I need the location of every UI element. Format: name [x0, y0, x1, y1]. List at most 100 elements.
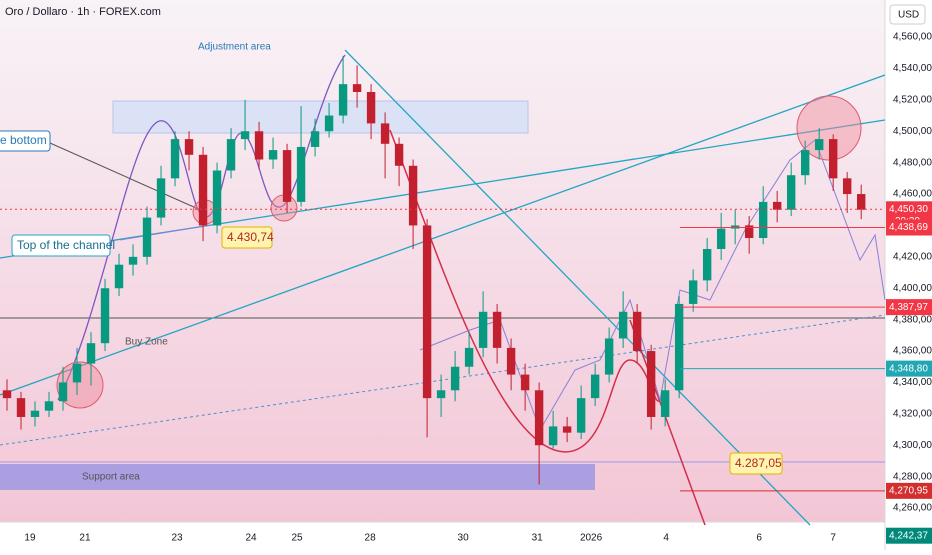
- candle-body: [576, 398, 586, 433]
- y-tick-label: 4,420,00: [893, 251, 932, 262]
- candle-body: [156, 178, 166, 218]
- candle-body: [828, 139, 838, 179]
- candle-body: [814, 139, 824, 151]
- candle-body: [114, 264, 124, 289]
- candle-body: [100, 288, 110, 344]
- y-tick-label: 4,360,00: [893, 346, 932, 357]
- pointer: [49, 142, 206, 213]
- candle-body: [310, 131, 320, 147]
- y-tick-label: 4,520,00: [893, 94, 932, 105]
- annotation: Support area: [82, 472, 140, 483]
- candle-body: [240, 131, 250, 140]
- candle-body: [212, 170, 222, 226]
- x-tick-label: 21: [79, 533, 91, 544]
- candle-body: [506, 347, 516, 375]
- candle-body: [772, 201, 782, 210]
- currency[interactable]: USD: [898, 10, 919, 21]
- candle-body: [366, 91, 376, 124]
- price-label-box: [886, 299, 932, 316]
- candle-body: [534, 390, 544, 446]
- x-tick-label: 2026: [580, 533, 603, 544]
- candle-body: [296, 146, 306, 202]
- candle-body: [436, 390, 446, 399]
- annotation: 4.430,74: [227, 230, 274, 244]
- candle-body: [450, 366, 460, 391]
- price-label: 4,270,95: [889, 485, 928, 496]
- candle-body: [394, 143, 404, 166]
- x-tick-label: 19: [24, 533, 36, 544]
- candle-body: [842, 178, 852, 195]
- candle-body: [184, 139, 194, 155]
- annotation: 4.287,05: [735, 456, 782, 470]
- candle-body: [702, 248, 712, 281]
- candle-body: [268, 150, 278, 160]
- candle-body: [44, 401, 54, 411]
- projection: [119, 224, 211, 241]
- candle-body: [170, 139, 180, 179]
- candle-body: [618, 311, 628, 339]
- candle-body: [604, 338, 614, 375]
- candle-body: [716, 228, 726, 249]
- projection: [419, 139, 886, 432]
- y-tick-label: 4,280,00: [893, 471, 932, 482]
- candle-body: [646, 351, 656, 417]
- y-tick-label: 4,300,00: [893, 440, 932, 451]
- annotation-box: [11, 234, 111, 257]
- x-tick-label: 23: [171, 533, 183, 544]
- x-tick-label: 7: [830, 533, 836, 544]
- candle-body: [86, 343, 96, 364]
- candle-body: [226, 139, 236, 171]
- price-label: 4,242,37: [889, 530, 928, 541]
- candle-body: [786, 175, 796, 210]
- price-label: 4,348,80: [889, 363, 928, 374]
- annotation: Top of the channel: [17, 238, 115, 252]
- candle-body: [688, 280, 698, 304]
- candle-body: [380, 123, 390, 144]
- annotation-box: [0, 130, 51, 152]
- trend-line: [0, 74, 886, 396]
- trend-line: [0, 314, 886, 446]
- y-tick-label: 4,400,00: [893, 283, 932, 294]
- curve: [389, 129, 663, 453]
- candle-body: [800, 150, 810, 176]
- candle-body: [72, 363, 82, 383]
- candle-body: [30, 410, 40, 417]
- candle-body: [338, 84, 348, 116]
- y-tick-label: 4,540,00: [893, 63, 932, 74]
- candle-body: [520, 374, 530, 391]
- annotation: Buy Zone: [125, 337, 168, 348]
- x-tick-label: 31: [532, 533, 544, 544]
- candle-body: [2, 390, 12, 399]
- candle-body: [254, 131, 264, 160]
- candle-body: [128, 256, 138, 265]
- candle-body: [562, 426, 572, 433]
- candle-body: [632, 311, 642, 352]
- candle-body: [422, 225, 432, 399]
- price-label: 4,438,69: [889, 222, 928, 233]
- candle-body: [408, 165, 418, 226]
- candle-body: [282, 150, 292, 202]
- currency-button[interactable]: [889, 4, 926, 25]
- x-tick-label: 24: [246, 533, 258, 544]
- candle-body: [660, 390, 670, 417]
- candle-body: [856, 194, 866, 210]
- annotation-box: [729, 452, 783, 475]
- annotation: Adjustment area: [198, 42, 271, 53]
- candle-body: [590, 374, 600, 399]
- candle-body: [352, 84, 362, 92]
- candle-body: [198, 154, 208, 226]
- x-tick-label: 30: [458, 533, 470, 544]
- candle-body: [758, 201, 768, 239]
- price-label-box: [886, 482, 932, 499]
- candle-body: [478, 311, 488, 348]
- y-tick-label: 4,320,00: [893, 408, 932, 419]
- symbol-title: Oro / Dollaro · 1h · FOREX.com: [5, 6, 161, 18]
- candle-body: [16, 398, 26, 417]
- trend-line: [344, 49, 811, 526]
- y-tick-label: 4,380,00: [893, 314, 932, 325]
- y-tick-label: 4,560,00: [893, 32, 932, 43]
- candle-body: [744, 225, 754, 239]
- candle-body: [492, 311, 502, 348]
- candle-body: [142, 217, 152, 257]
